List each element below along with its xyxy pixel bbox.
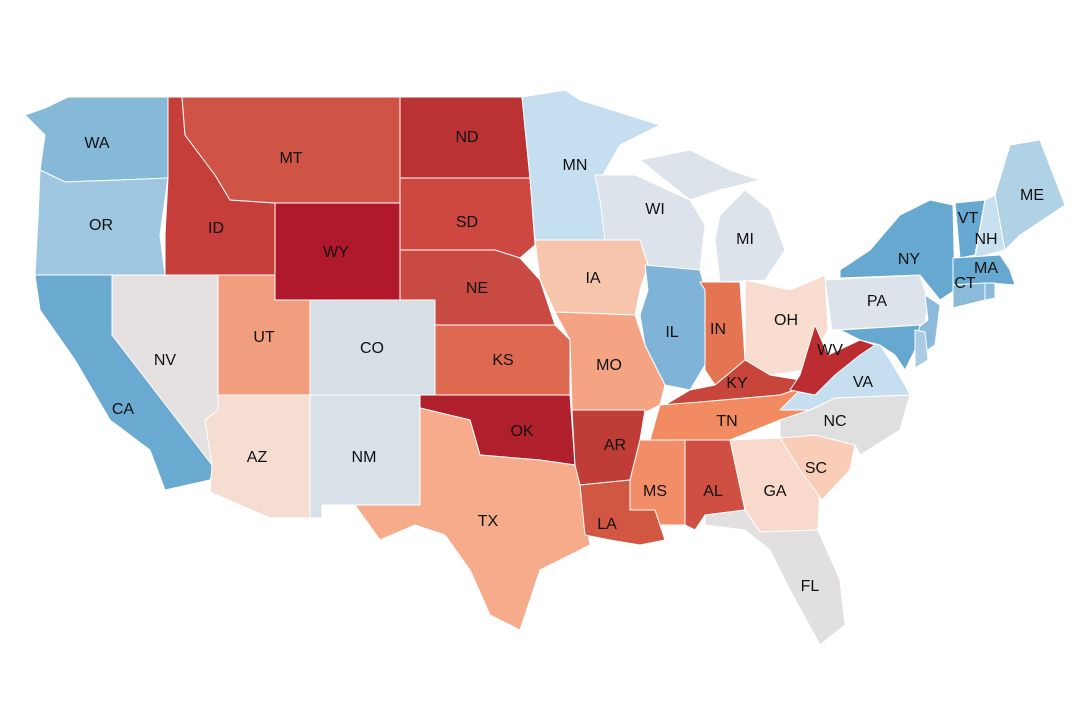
state-ri[interactable] xyxy=(984,282,996,301)
state-label-sd: SD xyxy=(456,214,478,231)
state-label-co: CO xyxy=(360,340,384,357)
state-label-in: IN xyxy=(710,321,726,338)
state-tx[interactable] xyxy=(354,407,591,631)
state-ks[interactable] xyxy=(434,324,571,396)
state-label-wi: WI xyxy=(645,201,665,218)
state-label-or: OR xyxy=(89,217,113,234)
state-label-ms: MS xyxy=(643,483,667,500)
state-label-wy: WY xyxy=(323,244,349,261)
state-md[interactable] xyxy=(839,324,921,371)
state-label-ny: NY xyxy=(898,251,921,268)
state-ny[interactable] xyxy=(839,199,956,301)
state-label-oh: OH xyxy=(774,312,798,329)
state-label-mo: MO xyxy=(596,357,622,374)
state-label-tn: TN xyxy=(716,413,737,430)
state-label-wa: WA xyxy=(84,135,110,152)
state-label-me: ME xyxy=(1020,187,1044,204)
state-de[interactable] xyxy=(914,329,929,369)
state-label-ga: GA xyxy=(763,483,786,500)
state-label-ar: AR xyxy=(604,437,626,454)
state-label-nm: NM xyxy=(352,449,377,466)
state-label-ct: CT xyxy=(954,275,976,292)
state-label-wv: WV xyxy=(817,342,843,359)
state-label-ky: KY xyxy=(726,375,748,392)
state-mn[interactable] xyxy=(521,89,661,241)
state-or[interactable] xyxy=(34,169,169,276)
state-label-ia: IA xyxy=(585,270,600,287)
state-labels: WA OR CA NV ID MT WY UT CO AZ NM ND SD NE KS OK TX MN IA MO… xyxy=(84,129,1044,595)
state-label-il: IL xyxy=(665,324,678,341)
state-label-ca: CA xyxy=(112,401,135,418)
state-label-fl: FL xyxy=(801,578,820,595)
state-label-tx: TX xyxy=(478,513,499,530)
state-label-va: VA xyxy=(853,374,873,391)
state-label-ks: KS xyxy=(492,352,513,369)
state-label-mn: MN xyxy=(563,157,588,174)
state-fl[interactable] xyxy=(704,509,846,646)
state-label-la: LA xyxy=(597,516,617,533)
state-label-vt: VT xyxy=(958,210,979,227)
state-label-ne: NE xyxy=(466,280,488,297)
state-label-ma: MA xyxy=(974,260,998,277)
state-label-mi: MI xyxy=(736,231,754,248)
state-label-nv: NV xyxy=(154,352,177,369)
state-label-sc: SC xyxy=(805,460,827,477)
state-label-ut: UT xyxy=(253,329,275,346)
state-label-id: ID xyxy=(208,220,224,237)
state-label-nh: NH xyxy=(974,231,997,248)
state-label-nd: ND xyxy=(455,129,478,146)
state-label-ok: OK xyxy=(510,423,533,440)
state-wv[interactable] xyxy=(789,324,876,396)
state-mi[interactable] xyxy=(639,149,786,283)
state-label-pa: PA xyxy=(867,293,887,310)
state-vt[interactable] xyxy=(954,199,986,259)
state-label-mt: MT xyxy=(279,150,302,167)
state-label-al: AL xyxy=(703,483,723,500)
state-me[interactable] xyxy=(994,139,1066,251)
state-label-az: AZ xyxy=(247,449,268,466)
state-il[interactable] xyxy=(639,264,709,391)
state-label-nc: NC xyxy=(823,413,846,430)
state-shapes xyxy=(24,89,1066,646)
